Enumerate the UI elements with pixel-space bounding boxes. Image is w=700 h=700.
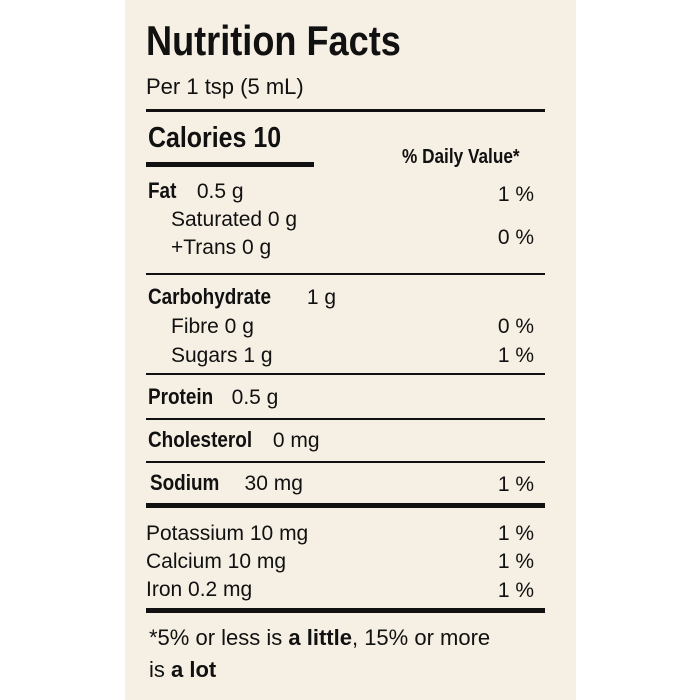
fat-name: Fat [148,178,177,203]
nutrition-facts-label: Nutrition Facts Per 1 tsp (5 mL) Calorie… [125,0,576,700]
fat-row: Fat 0.5 g [148,178,244,203]
footnote-line-2: is a lot [149,659,216,681]
sat-trans-dv: 0 % [497,226,534,249]
cholesterol-row: Cholesterol 0 mg [148,427,320,452]
divider-rule [146,461,545,463]
footnote-text: *5% or less is [149,625,289,650]
footnote-text: is [149,657,171,682]
serving-size: Per 1 tsp (5 mL) [146,74,304,99]
protein-name: Protein [148,384,214,409]
carbohydrate-name: Carbohydrate [148,284,272,309]
sugars: Sugars 1 g [171,344,273,367]
calcium-dv: 1 % [497,550,534,573]
cholesterol-name: Cholesterol [148,427,253,452]
cholesterol-amount: 0 mg [272,429,320,452]
protein-amount: 0.5 g [231,386,279,409]
footnote-lot: a lot [171,657,217,682]
divider-rule [146,608,545,613]
divider-rule [146,418,545,420]
carbohydrate-row: Carbohydrate 1 g [148,284,337,309]
footnote-text: , 15% or more [351,625,491,650]
sodium-row: Sodium 30 mg [150,470,303,495]
iron-dv: 1 % [497,579,534,602]
protein-row: Protein 0.5 g [148,384,279,409]
daily-value-header: % Daily Value* [402,146,520,168]
trans-fat: +Trans 0 g [171,236,272,259]
footnote-little: a little [288,625,352,650]
potassium: Potassium 10 mg [146,522,309,545]
fibre: Fibre 0 g [171,315,254,338]
divider-rule [146,273,545,275]
label-title: Nutrition Facts [146,17,401,64]
iron: Iron 0.2 mg [146,578,253,601]
footnote-line-1: *5% or less is a little, 15% or more [149,627,490,649]
fat-dv: 1 % [497,183,534,206]
calories-bar [146,162,314,167]
divider-rule [146,373,545,375]
sodium-dv: 1 % [497,473,534,496]
saturated-fat: Saturated 0 g [171,208,298,231]
fibre-dv: 0 % [497,315,534,338]
fat-amount: 0.5 g [196,180,244,203]
potassium-dv: 1 % [497,522,534,545]
calcium: Calcium 10 mg [146,550,287,573]
sodium-amount: 30 mg [244,472,303,495]
divider-rule [146,503,545,508]
carbohydrate-amount: 1 g [306,286,337,309]
calories-heading: Calories 10 [148,122,282,154]
sodium-name: Sodium [150,470,220,495]
sugars-dv: 1 % [497,344,534,367]
divider-rule [146,109,545,112]
